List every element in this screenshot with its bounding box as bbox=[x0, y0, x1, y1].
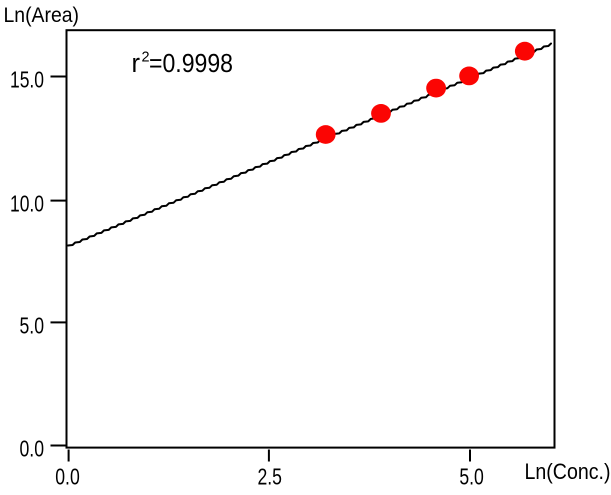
svg-text:2: 2 bbox=[142, 50, 150, 66]
svg-text:0.0: 0.0 bbox=[20, 435, 45, 461]
svg-text:Ln(Area): Ln(Area) bbox=[4, 4, 80, 27]
svg-text:2.5: 2.5 bbox=[257, 464, 282, 490]
svg-text:15.0: 15.0 bbox=[10, 66, 44, 92]
svg-text:5.0: 5.0 bbox=[20, 312, 45, 338]
svg-text:5.0: 5.0 bbox=[459, 464, 484, 490]
svg-text:10.0: 10.0 bbox=[10, 191, 44, 217]
svg-text:0.0: 0.0 bbox=[55, 464, 80, 490]
svg-text:Ln(Conc.): Ln(Conc.) bbox=[525, 459, 611, 484]
svg-text:=0.9998: =0.9998 bbox=[149, 50, 233, 78]
svg-text:r: r bbox=[132, 50, 141, 78]
